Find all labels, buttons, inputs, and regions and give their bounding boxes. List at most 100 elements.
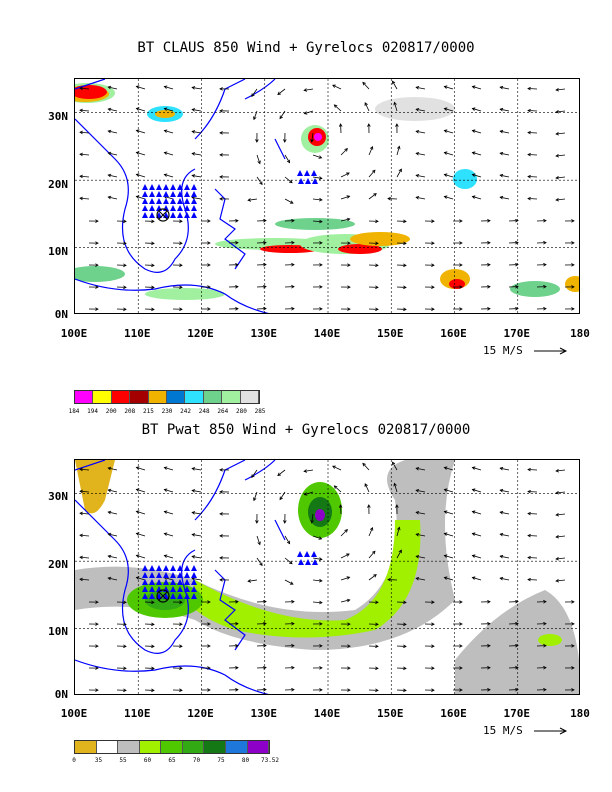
wind-arrow	[416, 467, 426, 471]
wind-arrow-head	[123, 241, 127, 246]
wind-arrow-head	[251, 93, 255, 98]
wind-arrow-head	[235, 284, 239, 289]
wind-arrow-head	[219, 490, 223, 494]
panel2-lon-label: 110E	[124, 707, 151, 720]
wind-arrow-head	[191, 555, 196, 559]
wind-arrow	[332, 465, 342, 471]
wind-arrow	[136, 107, 146, 112]
wind-arrow-head	[398, 549, 402, 554]
wind-arrow	[251, 469, 258, 478]
wind-arrow-head	[257, 160, 261, 165]
wind-arrow-head	[283, 520, 287, 524]
wind-arrow-head	[487, 240, 491, 245]
panel2-lat-10n: 10N	[48, 625, 68, 638]
wind-arrow-head	[135, 195, 140, 199]
cloud-field-shape	[75, 266, 125, 282]
wind-arrow-head	[415, 151, 420, 156]
cloud-field-shape	[314, 133, 322, 141]
wind-arrow-head	[283, 139, 287, 143]
gyre-marker	[177, 579, 183, 585]
wind-arrow-head	[543, 621, 547, 626]
wind-arrow-head	[415, 554, 420, 559]
wind-arrow-head	[219, 153, 223, 157]
wind-arrow-head	[527, 152, 531, 157]
wind-arrow-head	[123, 644, 127, 649]
gyre-marker	[184, 593, 190, 599]
wind-arrow-head	[163, 173, 168, 177]
gyre-marker	[191, 191, 197, 197]
wind-arrow-head	[303, 469, 308, 473]
wind-arrow	[284, 198, 294, 204]
wind-arrow-head	[347, 241, 351, 245]
wind-arrow-head	[555, 578, 559, 583]
wind-arrow-head	[107, 466, 112, 471]
wind-arrow-head	[571, 688, 575, 692]
gyre-marker	[149, 191, 155, 197]
wind-arrow	[284, 535, 290, 544]
wind-arrow-head	[415, 195, 420, 200]
gyre-marker	[149, 579, 155, 585]
wind-arrow	[416, 577, 426, 581]
wind-arrow-head	[207, 644, 211, 648]
wind-arrow-head	[95, 219, 99, 223]
wind-arrow-head	[443, 466, 448, 470]
wind-arrow-head	[403, 688, 407, 693]
wind-arrow-head	[235, 599, 239, 604]
wind-arrow	[256, 176, 263, 185]
wind-arrow	[79, 87, 90, 90]
wind-arrow	[368, 169, 376, 178]
wind-arrow-head	[571, 219, 575, 223]
wind-arrow	[444, 86, 454, 90]
wind-arrow	[312, 198, 322, 201]
wind-arrow	[108, 489, 118, 493]
wind-arrow	[364, 483, 370, 493]
wind-arrow-head	[527, 577, 531, 582]
wind-arrow-head	[346, 598, 351, 603]
wind-arrow-head	[471, 195, 476, 199]
gyre-marker	[184, 565, 190, 571]
wind-arrow	[396, 146, 400, 156]
wind-arrow	[500, 467, 510, 471]
wind-arrow-head	[151, 285, 155, 290]
wind-arrow-head	[515, 621, 519, 626]
pwat-field-green	[145, 590, 185, 610]
wind-arrow-head	[318, 155, 323, 159]
panel2-colorbar-swatch	[247, 741, 270, 753]
wind-arrow-head	[219, 512, 223, 516]
wind-arrow-head	[375, 307, 379, 312]
wind-arrow-head	[123, 688, 127, 693]
wind-arrow-head	[207, 688, 211, 692]
wind-arrow-head	[263, 240, 267, 245]
wind-arrow-head	[346, 217, 351, 222]
wind-arrow-head	[123, 263, 127, 268]
wind-arrow-head	[191, 467, 196, 471]
gyre-marker	[142, 184, 148, 190]
wind-arrow-head	[499, 510, 504, 515]
wind-arrow-head	[403, 307, 407, 312]
wind-arrow-head	[395, 504, 399, 508]
wind-arrow-head	[263, 262, 267, 267]
wind-arrow	[108, 130, 118, 134]
wind-arrow	[79, 534, 90, 537]
wind-arrow-head	[346, 576, 351, 580]
wind-arrow	[284, 176, 293, 183]
wind-arrow-head	[347, 666, 351, 670]
wind-arrow	[556, 557, 566, 560]
panel2-colorbar-swatch	[139, 741, 162, 753]
gyre-marker	[191, 579, 197, 585]
panel1-lat-20n: 20N	[48, 178, 68, 191]
wind-arrow-head	[527, 489, 531, 494]
wind-arrow	[312, 579, 322, 582]
wind-arrow-head	[367, 504, 371, 508]
cloud-field-shape	[510, 281, 560, 297]
wind-arrow-head	[319, 263, 323, 267]
wind-arrow-head	[459, 307, 463, 311]
wind-arrow-head	[79, 577, 83, 582]
wind-arrow-head	[107, 129, 112, 134]
gyre-marker	[156, 565, 162, 571]
panel1-colorbar-swatch	[148, 391, 168, 403]
panel2-colorbar-swatch	[204, 741, 226, 753]
gyre-marker	[149, 593, 155, 599]
gyre-marker	[177, 191, 183, 197]
panel1-colorbar-label: 215	[142, 408, 154, 415]
